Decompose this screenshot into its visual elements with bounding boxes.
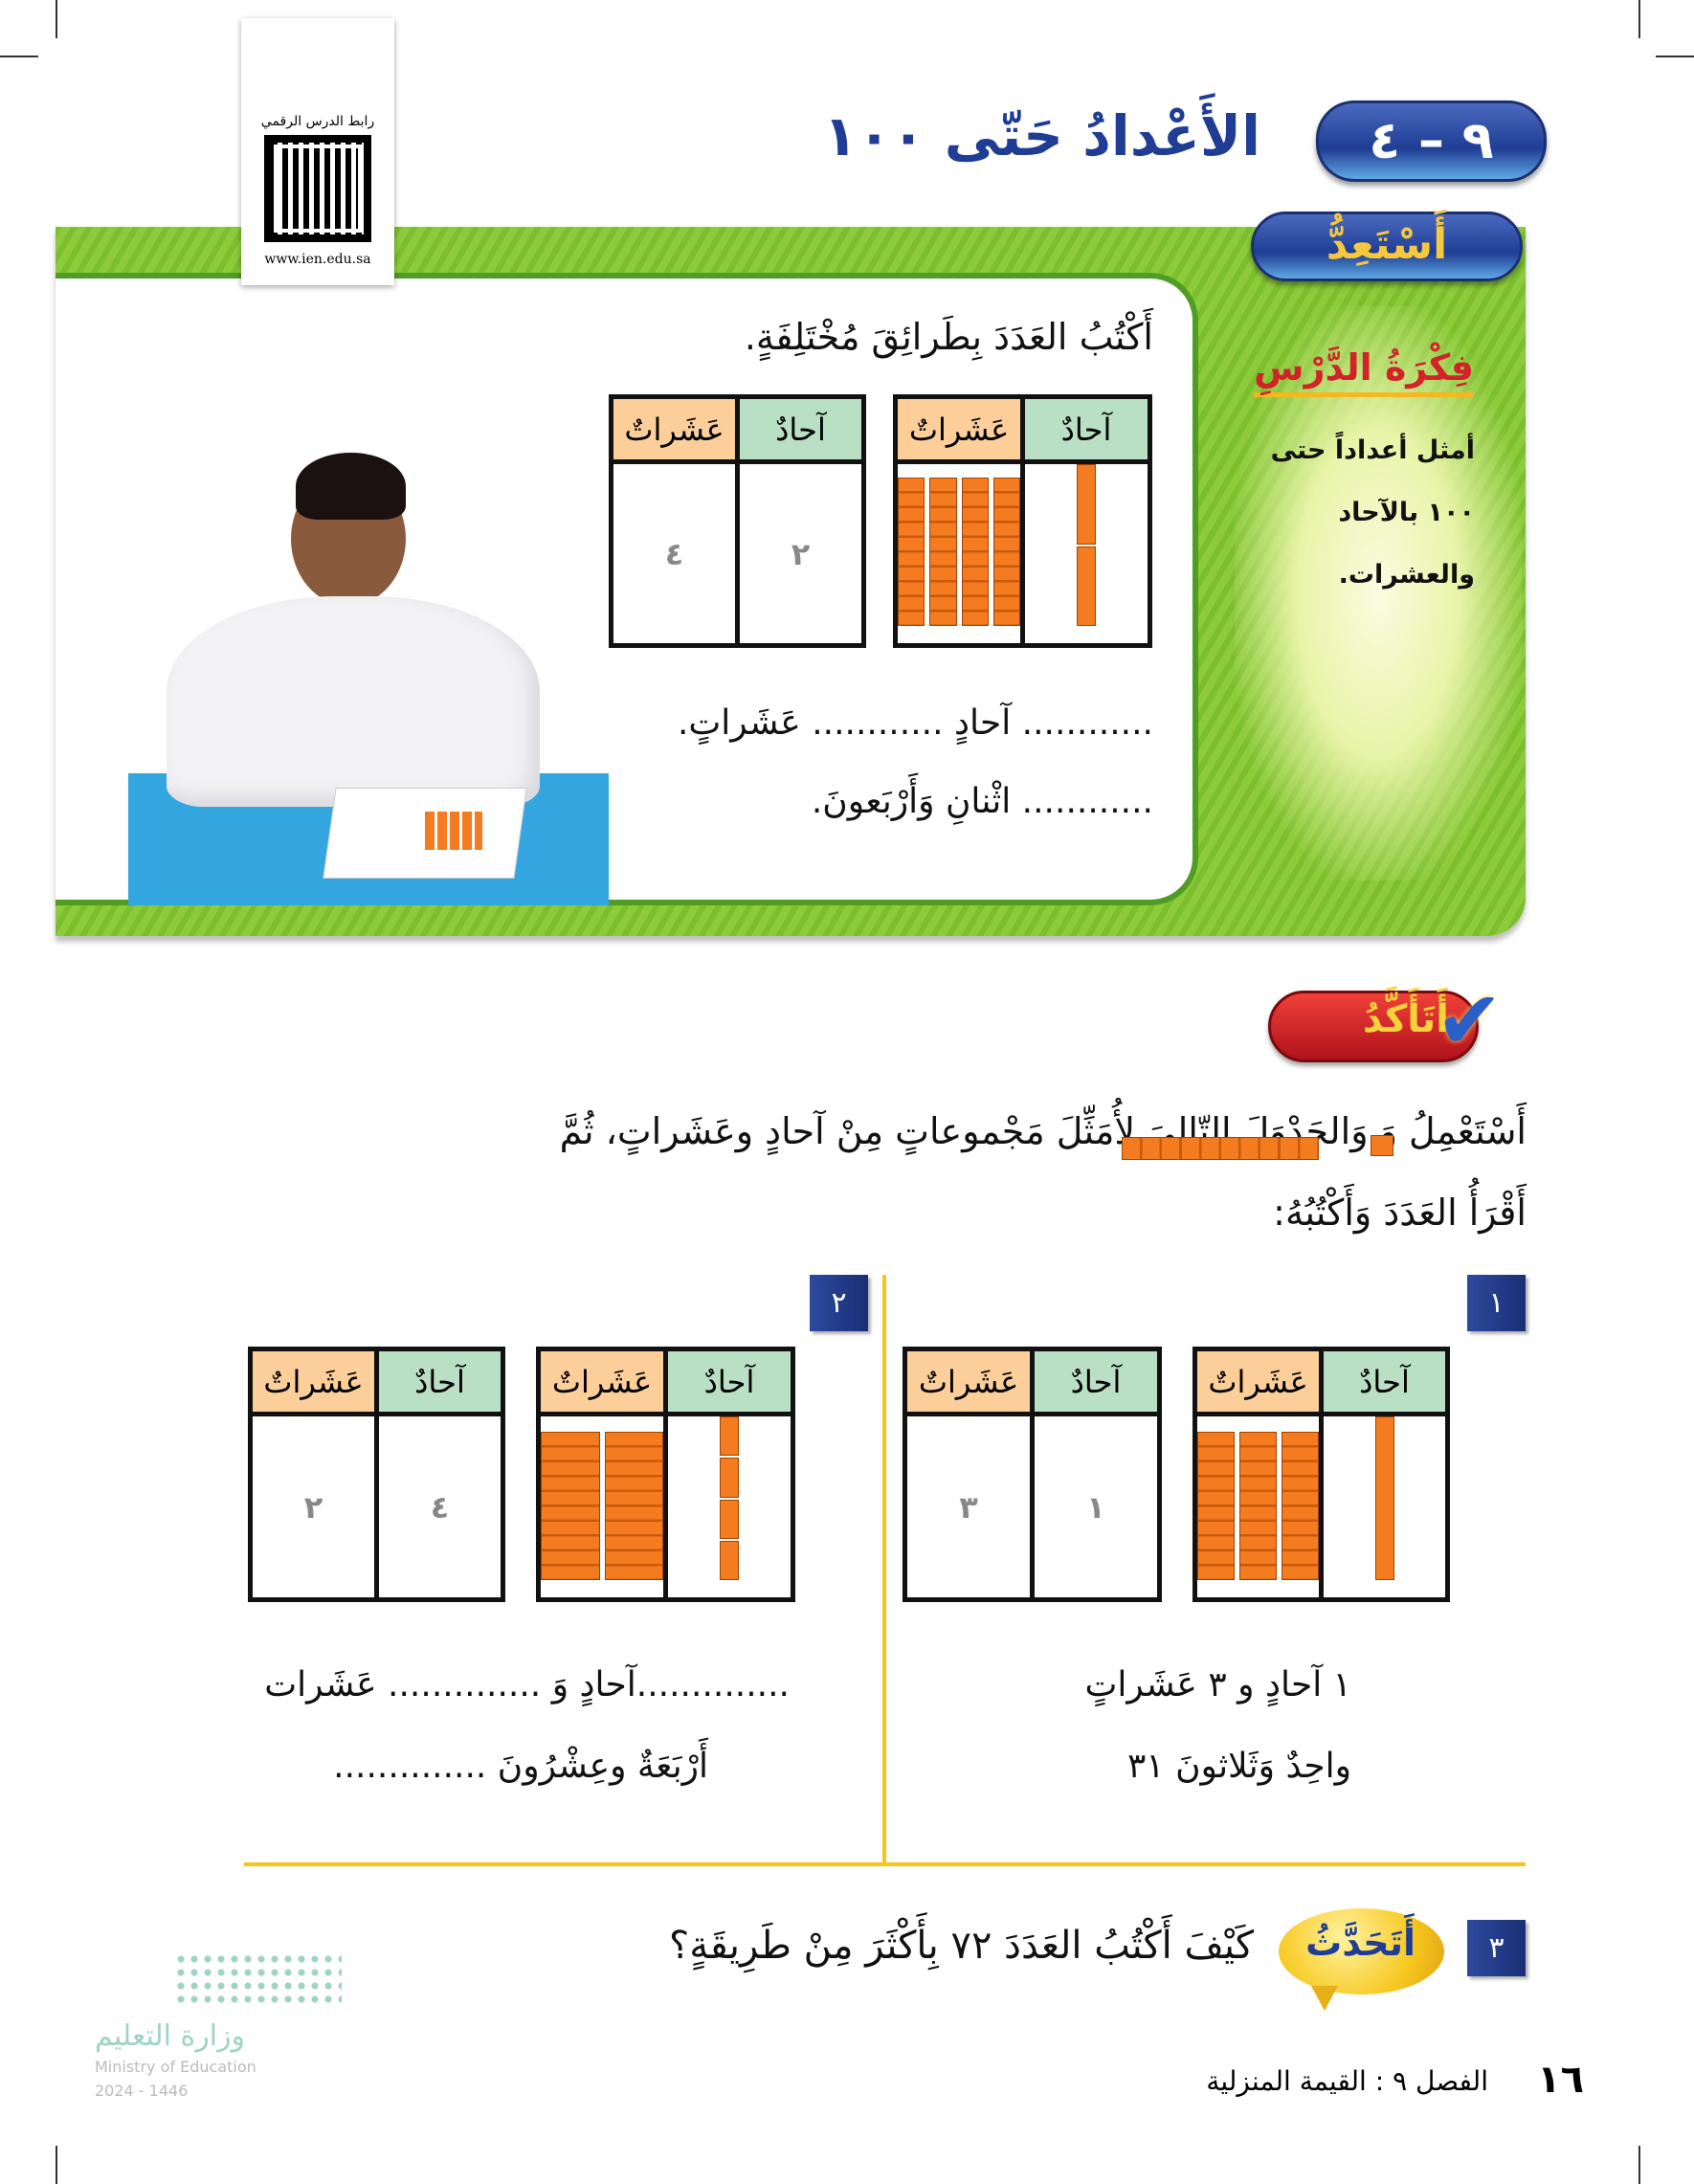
ten-rod [1197,1432,1235,1580]
exercise-answer-line-2[interactable]: واحِدٌ وَثَلاثونَ ٣١ [1126,1747,1351,1786]
ministry-year: 2024 - 1446 [95,2082,189,2100]
exercise-answer-line-2[interactable]: أَرْبَعَةٌ وعِشْرُونَ .............. [333,1747,708,1786]
place-value-table-blocks: عَشَراتٌ آحادٌ [893,394,1152,648]
unit-cube [1374,1416,1394,1580]
ministry-name-arabic: وزارة التعليم [95,2019,246,2053]
place-value-table-digits: عَشَراتٌ آحادٌ ٢ ٤ [248,1347,505,1602]
divider [882,1275,886,1864]
ten-rod [929,478,957,626]
qr-card[interactable]: رابط الدرس الرقمي www.ien.edu.sa [241,18,394,285]
talk-question: كَيْفَ أَكْتُبُ العَدَدَ ٧٢ بِأَكْثَرَ م… [668,1924,1254,1968]
tens-header: عَشَراتٌ [541,1351,668,1412]
boy-writing-photo [128,453,609,905]
prepare-answer-line-2[interactable]: ............ اثْنانِ وَأَرْبَعونَ. [811,782,1153,821]
ones-cell [1025,464,1148,643]
exercise-answer-line-1[interactable]: ١ آحادٍ و ٣ عَشَراتٍ [1084,1665,1351,1705]
ten-rod [604,1432,663,1580]
tens-cell [1197,1416,1324,1597]
talk-bubble-tail [1311,1986,1338,2011]
ones-cell [1324,1416,1445,1597]
place-value-table-digits: عَشَراتٌ آحادٌ ٤ ٢ [609,394,866,648]
divider [244,1862,1526,1866]
ones-header: آحادٌ [668,1351,791,1412]
page-number: ١٦ [1537,2058,1584,2102]
lesson-idea-title: فِكْرَةُ الدَّرْسِ [1254,346,1474,397]
tens-header: عَشَراتٌ [613,399,740,459]
crop-mark [0,56,38,57]
ones-digit[interactable]: ٢ [791,535,811,572]
ones-header: آحادٌ [1035,1351,1157,1412]
unit-cube [720,1458,739,1498]
qr-label: رابط الدرس الرقمي [260,114,375,129]
exercise-number: ١ [1467,1275,1526,1331]
place-value-table-blocks: عَشَراتٌ آحادٌ [1192,1347,1450,1602]
lesson-idea-glow [1235,306,1522,880]
chapter-title: الفصل ٩ : القيمة المنزلية [1206,2065,1488,2097]
tens-digit[interactable]: ٣ [907,1416,1035,1597]
check-instruction-1: أَسْتَعْمِلُ وَ وَالجَدْوَلَ التّالِيَ ل… [559,1110,1527,1152]
unit-cube [1077,464,1096,545]
ministry-logo [174,1952,342,2006]
lesson-idea-line: أمثل أعداداً حتى [1270,435,1475,465]
unit-cube-icon [1371,1135,1393,1156]
prepare-answer-line-1[interactable]: ............ آحادٍ ............ عَشَراتٍ… [677,703,1153,743]
lesson-idea-line: ١٠٠ بالآحاد [1338,498,1475,527]
crop-mark [1656,56,1694,57]
talk-bubble: أَتَحَدَّثُ [1279,1908,1444,1995]
tens-header: عَشَراتٌ [898,399,1025,459]
tens-digit[interactable]: ٢ [253,1416,379,1597]
crop-mark [1638,2146,1640,2184]
crop-mark [56,2146,57,2184]
qr-code[interactable] [264,135,371,242]
exercise-number: ٣ [1467,1920,1526,1976]
exercise-answer-line-1[interactable]: ..............آحادٍ وَ .............. عَ… [264,1665,790,1705]
ministry-name-english: Ministry of Education [95,2058,256,2076]
ten-rod-icon [1122,1137,1319,1160]
ten-rod [898,478,925,626]
ones-cell [668,1416,791,1597]
checkmark-icon: ✔ [1436,973,1504,1067]
qr-url[interactable]: www.ien.edu.sa [241,252,394,267]
unit-cube [720,1416,739,1457]
ones-header: آحادٌ [740,399,861,459]
prepare-badge: أَسْتَعِدُّ [1251,212,1523,281]
unit-cube [1077,546,1096,626]
place-value-table-digits: عَشَراتٌ آحادٌ ٣ ١ [903,1347,1162,1602]
unit-cube [720,1540,739,1580]
check-instruction-2: أَقْرَأُ العَدَدَ وَأَكْتُبُهُ: [1273,1192,1527,1234]
check-badge-label: أَتَأَكَّدُ [1362,997,1449,1041]
tens-cell [541,1416,668,1597]
tens-header: عَشَراتٌ [907,1351,1035,1412]
unit-cube [720,1499,739,1539]
ones-digit[interactable]: ١ [1086,1488,1105,1526]
check-badge: أَتَأَكَّدُ [1268,991,1479,1062]
crop-mark [56,0,57,38]
ones-header: آحادٌ [1025,399,1148,459]
page-title: الأَعْدادُ حَتّى ١٠٠ [823,103,1260,168]
lesson-idea-line: والعشرات. [1338,560,1475,590]
ten-rod [961,478,989,626]
lesson-number-badge: ٩ – ٤ [1316,100,1547,182]
ten-rod [1239,1432,1277,1580]
ones-header: آحادٌ [1324,1351,1445,1412]
ten-rod [541,1432,600,1580]
prepare-instruction: أَكْتُبُ العَدَدَ بِطَرائِقَ مُخْتَلِفَة… [744,316,1153,358]
place-value-table-blocks: عَشَراتٌ آحادٌ [536,1347,795,1602]
tens-digit[interactable]: ٤ [613,464,740,643]
tens-header: عَشَراتٌ [253,1351,379,1412]
tens-cell [898,464,1025,643]
crop-mark [1638,0,1640,38]
ones-digit[interactable]: ٤ [430,1488,450,1526]
exercise-number: ٢ [810,1275,868,1331]
ones-header: آحادٌ [379,1351,501,1412]
tens-header: عَشَراتٌ [1197,1351,1324,1412]
ten-rod [1282,1432,1319,1580]
talk-badge-label: أَتَحَدَّثُ [1305,1922,1415,1964]
ten-rod [992,478,1020,626]
